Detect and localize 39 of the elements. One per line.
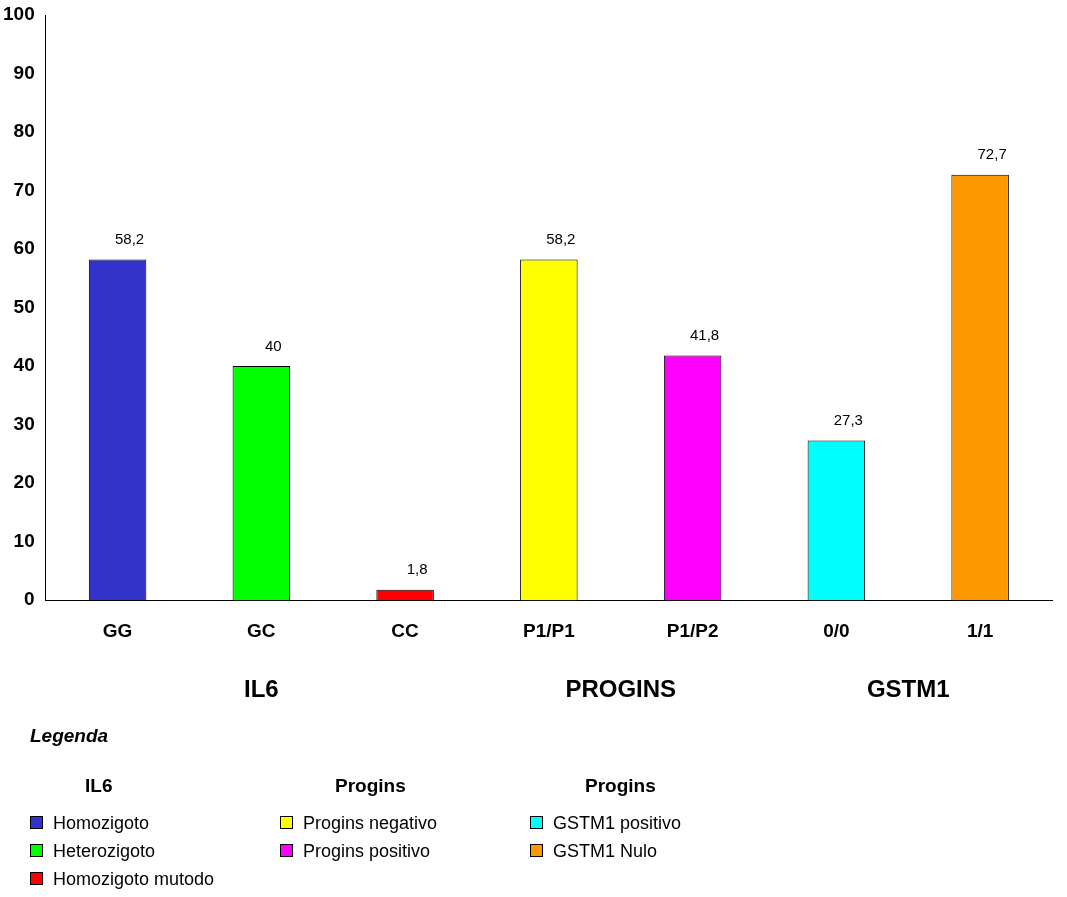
data-label: 58,2 (546, 230, 576, 248)
y-tick-label: 30 (13, 412, 35, 434)
text: IL6 (243, 674, 279, 702)
y-tick-label: 100 (3, 3, 35, 25)
data-label: 27,3 (833, 411, 863, 429)
data-label: 41,8 (690, 326, 720, 344)
y-tick-label: 80 (13, 120, 35, 142)
x-tick-label: GG (102, 619, 133, 641)
y-tick-label: 40 (13, 354, 35, 376)
legend-label: Heterozigoto (52, 841, 157, 863)
y-tick-label: 60 (13, 237, 35, 259)
legend-title: Legenda (30, 725, 110, 747)
x-tick-label: 0/0 (823, 619, 850, 641)
legend-label: GSTM1 positivo (552, 813, 683, 835)
x-tick-label: P1/P1 (522, 619, 576, 641)
data-label: 40 (264, 336, 282, 354)
y-tick-label: 70 (13, 178, 35, 200)
y-tick-label: 10 (13, 529, 35, 551)
legend-label: Progins positivo (302, 841, 432, 863)
legend-label: Progins negativo (302, 813, 439, 835)
text: Progins (585, 775, 657, 797)
x-tick-label: P1/P2 (666, 619, 719, 641)
data-label: 58,2 (114, 230, 145, 248)
legend-label: Homozigoto (52, 813, 151, 835)
x-tick-label: CC (391, 619, 420, 641)
legend-label: GSTM1 Nulo (552, 841, 659, 863)
legend-label: Homozigoto mutodo (52, 869, 216, 891)
y-tick-label: 90 (13, 61, 35, 83)
data-label: 72,7 (977, 145, 1007, 163)
text: IL6 (85, 775, 114, 797)
text: Progins (335, 775, 407, 797)
x-tick-label: 1/1 (966, 619, 994, 641)
y-tick-label: 20 (13, 471, 35, 493)
text: GSTM1 (866, 674, 950, 702)
y-tick-label: 0 (24, 588, 35, 610)
data-label: 1,8 (406, 560, 428, 578)
text: PROGINS (565, 674, 677, 702)
y-tick-label: 50 (13, 295, 35, 317)
x-tick-label: GC (247, 619, 276, 641)
